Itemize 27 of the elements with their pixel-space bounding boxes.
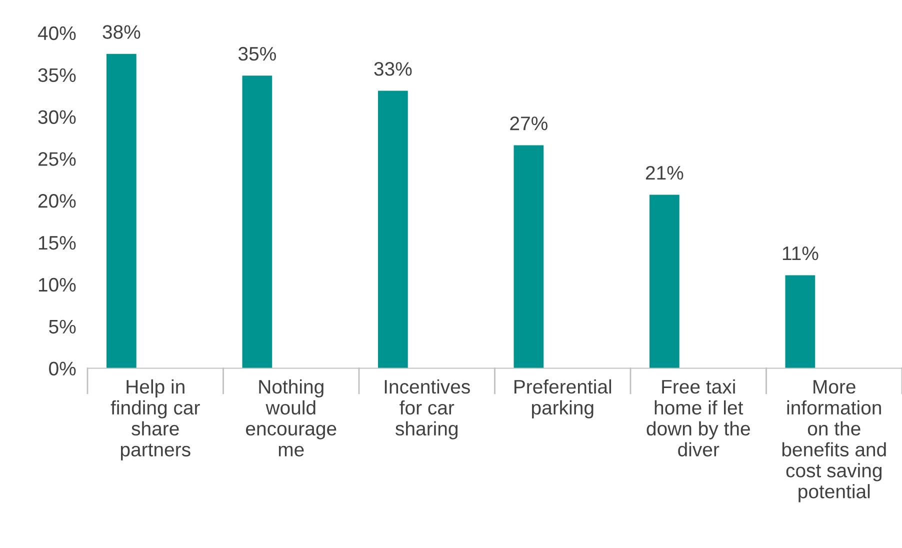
x-tick-label: Help in finding car share partners xyxy=(110,379,200,460)
data-label: 21% xyxy=(646,166,684,180)
data-label: 33% xyxy=(374,62,412,76)
y-tick-label: 30% xyxy=(38,110,76,124)
data-label: 27% xyxy=(510,116,548,130)
data-label: 35% xyxy=(238,46,276,61)
y-tick-label: 15% xyxy=(38,236,76,250)
y-tick-label: 35% xyxy=(38,68,76,82)
data-label: 38% xyxy=(102,25,140,39)
x-tick-label: Free taxi home if let down by the diver xyxy=(646,379,750,456)
bar xyxy=(106,54,136,368)
y-tick-label: 40% xyxy=(38,26,76,40)
x-tick-label: More information on the benefits and cost saving potential xyxy=(782,380,886,502)
x-tick-label: Incentives for car sharing xyxy=(384,379,470,440)
bar xyxy=(378,90,408,368)
y-tick-label: 20% xyxy=(38,194,76,208)
y-tick-label: 5% xyxy=(49,320,76,334)
data-label: 11% xyxy=(782,246,818,260)
bar xyxy=(242,76,272,368)
y-tick-label: 0% xyxy=(49,362,76,376)
y-tick-label: 25% xyxy=(38,152,76,166)
y-tick-label: 10% xyxy=(38,278,76,292)
bar xyxy=(514,145,544,368)
bar xyxy=(650,194,680,368)
x-tick-label: Preferential parking xyxy=(514,379,612,418)
x-tick-label: Nothing would encourage me xyxy=(246,379,336,456)
bar xyxy=(785,275,816,368)
